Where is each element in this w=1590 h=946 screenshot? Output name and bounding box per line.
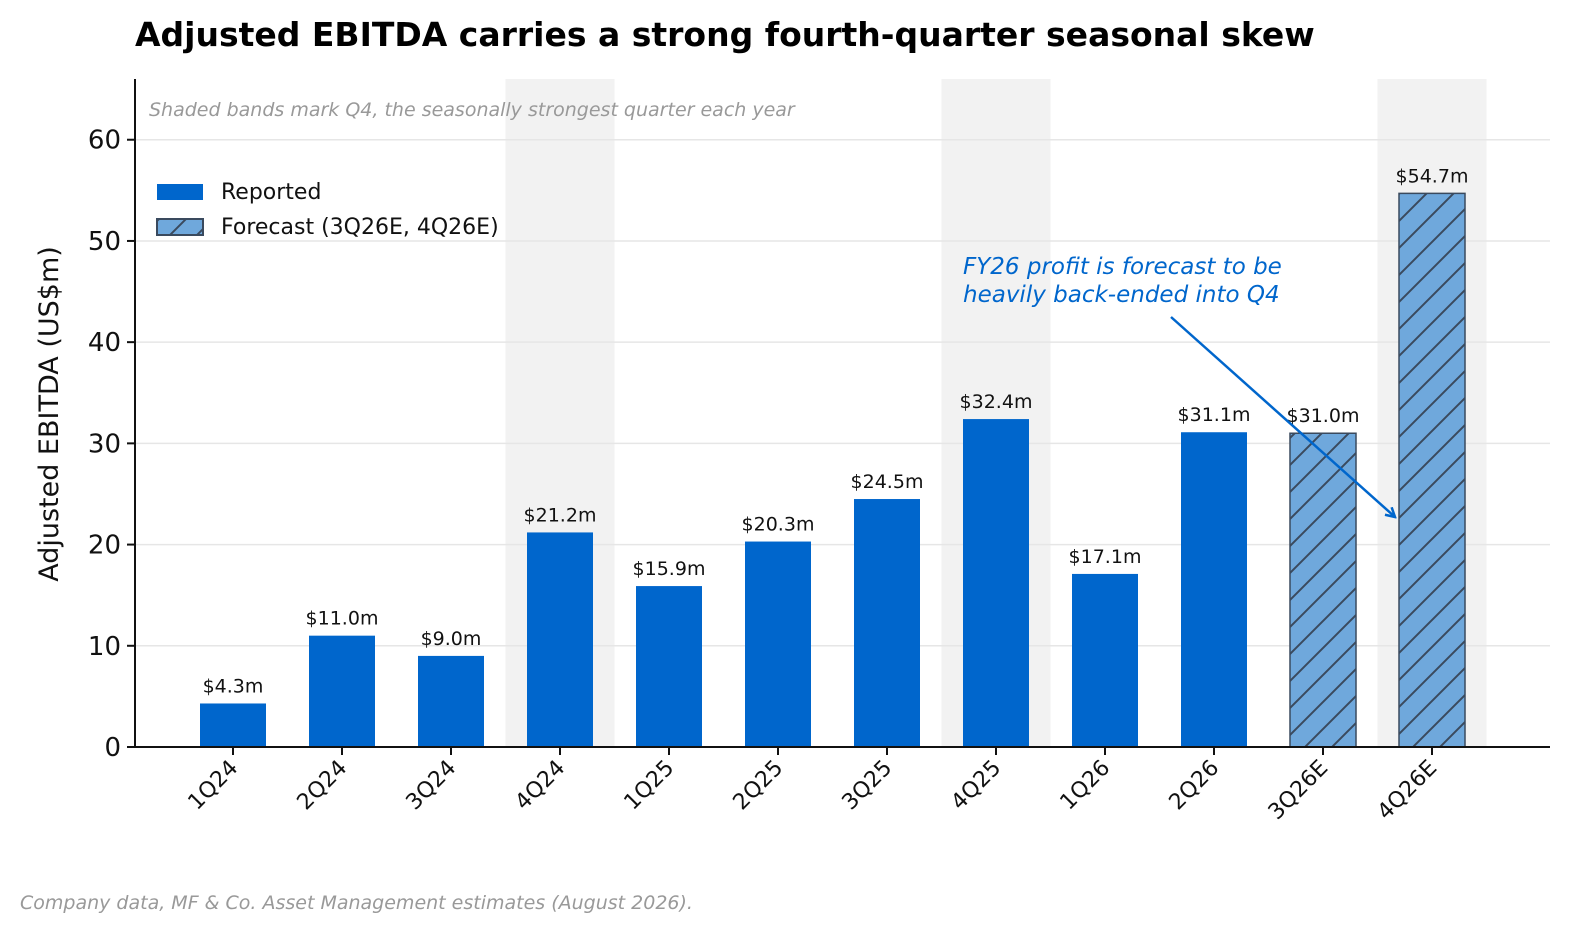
data-label-3q26e: $31.0m bbox=[1287, 405, 1360, 427]
bar-1q24 bbox=[200, 703, 266, 747]
source-note: Company data, MF & Co. Asset Management … bbox=[20, 892, 693, 914]
bar-2q26 bbox=[1181, 432, 1247, 747]
data-label-3q25: $24.5m bbox=[851, 471, 924, 493]
chart-subtitle: Shaded bands mark Q4, the seasonally str… bbox=[149, 99, 796, 121]
y-tick-label-0: 0 bbox=[104, 733, 121, 763]
legend-label-forecast: Forecast (3Q26E, 4Q26E) bbox=[221, 215, 499, 240]
bar-2q24 bbox=[309, 635, 375, 747]
data-label-2q24: $11.0m bbox=[306, 608, 379, 630]
x-tick-label-2q24: 2Q24 bbox=[293, 756, 353, 816]
q4-bands bbox=[505, 79, 1487, 747]
x-tick-label-4q26e: 4Q26E bbox=[1373, 756, 1442, 825]
y-axis-label: Adjusted EBITDA (US$m) bbox=[34, 246, 65, 582]
bar-2q25 bbox=[745, 541, 811, 747]
x-tick-label-4q25: 4Q25 bbox=[947, 756, 1007, 816]
axes bbox=[127, 79, 1550, 755]
y-tick-label-20: 20 bbox=[88, 531, 121, 561]
y-tick-label-50: 50 bbox=[88, 227, 121, 257]
data-label-1q26: $17.1m bbox=[1069, 546, 1142, 568]
data-label-2q26: $31.1m bbox=[1178, 404, 1251, 426]
annotation: FY26 profit is forecast to be heavily ba… bbox=[963, 254, 1395, 517]
bar-4q26e bbox=[1398, 192, 1466, 748]
legend: Reported Forecast (3Q26E, 4Q26E) bbox=[156, 180, 499, 240]
data-label-1q25: $15.9m bbox=[633, 558, 706, 580]
x-tick-label-3q24: 3Q24 bbox=[402, 756, 462, 816]
legend-label-reported: Reported bbox=[221, 180, 321, 205]
bar-1q25 bbox=[636, 586, 702, 747]
bars bbox=[200, 192, 1466, 748]
x-tick-label-1q26: 1Q26 bbox=[1056, 756, 1116, 816]
data-labels: $4.3m $11.0m $9.0m $21.2m $15.9m $20.3m $24.5m… bbox=[203, 165, 1469, 697]
annotation-line-2: heavily back-ended into Q4 bbox=[963, 282, 1280, 308]
data-label-2q25: $20.3m bbox=[742, 514, 815, 536]
y-tick-label-10: 10 bbox=[88, 632, 121, 662]
y-tick-label-40: 40 bbox=[88, 328, 121, 358]
x-tick-label-2q25: 2Q25 bbox=[729, 756, 789, 816]
bar-3q26e bbox=[1289, 432, 1357, 748]
data-label-1q24: $4.3m bbox=[203, 675, 264, 697]
bar-3q25 bbox=[854, 499, 920, 747]
bar-1q26 bbox=[1072, 573, 1138, 747]
y-tick-label-60: 60 bbox=[88, 126, 121, 156]
y-tick-label-30: 30 bbox=[88, 429, 121, 459]
x-tick-label-3q25: 3Q25 bbox=[838, 756, 898, 816]
annotation-line-1: FY26 profit is forecast to be bbox=[963, 254, 1282, 280]
data-label-4q26e: $54.7m bbox=[1396, 165, 1469, 187]
x-tick-labels: 1Q24 2Q24 3Q24 4Q24 1Q25 2Q25 3Q25 4Q25 1Q26 2Q26… bbox=[184, 756, 1443, 825]
data-label-4q24: $21.2m bbox=[524, 504, 597, 526]
bar-4q24 bbox=[527, 532, 593, 747]
y-tick-labels: 0 10 20 30 40 50 60 bbox=[88, 126, 121, 763]
x-tick-label-1q25: 1Q25 bbox=[620, 756, 680, 816]
legend-swatch-forecast bbox=[156, 218, 204, 236]
data-label-4q25: $32.4m bbox=[960, 391, 1033, 413]
data-label-3q24: $9.0m bbox=[421, 628, 482, 650]
x-tick-label-2q26: 2Q26 bbox=[1165, 756, 1225, 816]
chart-title: Adjusted EBITDA carries a strong fourth-… bbox=[135, 15, 1315, 54]
x-tick-label-3q26e: 3Q26E bbox=[1264, 756, 1333, 825]
annotation-arrow bbox=[1170, 316, 1395, 517]
x-tick-label-1q24: 1Q24 bbox=[184, 756, 244, 816]
bar-3q24 bbox=[418, 655, 484, 747]
legend-swatch-reported bbox=[157, 184, 203, 200]
x-tick-label-4q24: 4Q24 bbox=[511, 756, 571, 816]
bar-4q25 bbox=[963, 419, 1029, 747]
